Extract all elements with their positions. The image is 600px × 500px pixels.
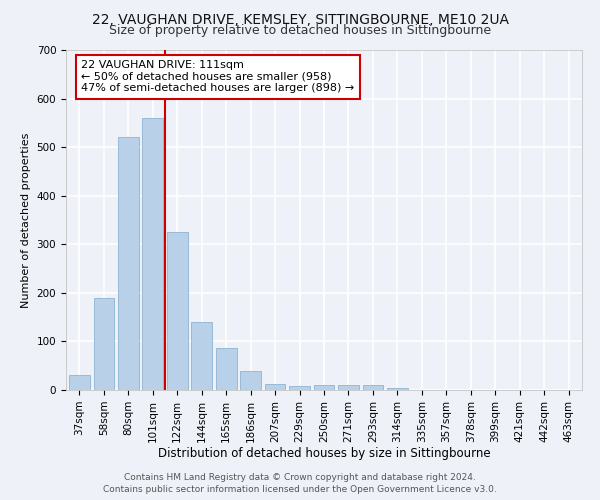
Bar <box>265 384 286 390</box>
Bar <box>69 376 90 390</box>
Bar <box>387 388 408 390</box>
Text: Size of property relative to detached houses in Sittingbourne: Size of property relative to detached ho… <box>109 24 491 37</box>
Bar <box>167 232 188 390</box>
Text: 22, VAUGHAN DRIVE, KEMSLEY, SITTINGBOURNE, ME10 2UA: 22, VAUGHAN DRIVE, KEMSLEY, SITTINGBOURN… <box>91 12 509 26</box>
Bar <box>191 322 212 390</box>
Y-axis label: Number of detached properties: Number of detached properties <box>21 132 31 308</box>
Bar <box>240 370 261 390</box>
Bar <box>216 348 236 390</box>
Bar <box>142 118 163 390</box>
Bar <box>338 385 359 390</box>
Bar <box>118 138 139 390</box>
Bar <box>362 385 383 390</box>
Bar <box>289 386 310 390</box>
Text: 22 VAUGHAN DRIVE: 111sqm
← 50% of detached houses are smaller (958)
47% of semi-: 22 VAUGHAN DRIVE: 111sqm ← 50% of detach… <box>82 60 355 94</box>
Text: Contains HM Land Registry data © Crown copyright and database right 2024.
Contai: Contains HM Land Registry data © Crown c… <box>103 472 497 494</box>
Bar <box>314 385 334 390</box>
X-axis label: Distribution of detached houses by size in Sittingbourne: Distribution of detached houses by size … <box>158 448 490 460</box>
Bar <box>94 298 114 390</box>
